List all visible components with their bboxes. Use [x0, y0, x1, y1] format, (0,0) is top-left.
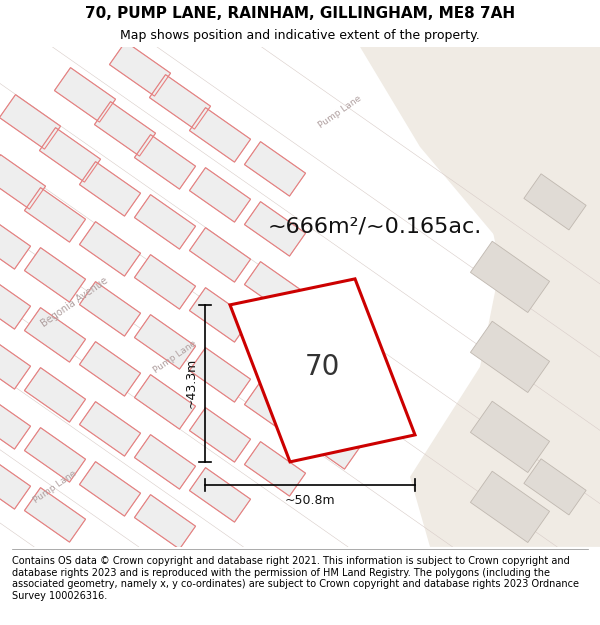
- Polygon shape: [190, 107, 251, 162]
- Polygon shape: [470, 241, 550, 312]
- Polygon shape: [0, 214, 31, 269]
- Polygon shape: [0, 94, 61, 149]
- Polygon shape: [360, 47, 600, 242]
- Polygon shape: [470, 401, 550, 472]
- Polygon shape: [244, 382, 305, 436]
- Text: Pump Lane: Pump Lane: [152, 339, 198, 375]
- Polygon shape: [299, 414, 361, 469]
- Polygon shape: [524, 459, 586, 515]
- Polygon shape: [25, 188, 86, 242]
- Polygon shape: [0, 454, 31, 509]
- Text: Contains OS data © Crown copyright and database right 2021. This information is : Contains OS data © Crown copyright and d…: [12, 556, 579, 601]
- Polygon shape: [134, 314, 196, 369]
- Polygon shape: [134, 194, 196, 249]
- Text: ~50.8m: ~50.8m: [284, 494, 335, 508]
- Polygon shape: [25, 428, 86, 482]
- Polygon shape: [79, 402, 140, 456]
- Polygon shape: [0, 394, 31, 449]
- Polygon shape: [244, 442, 305, 496]
- Polygon shape: [190, 408, 251, 462]
- Polygon shape: [0, 334, 31, 389]
- Polygon shape: [470, 471, 550, 542]
- Polygon shape: [25, 248, 86, 302]
- Polygon shape: [244, 202, 305, 256]
- Polygon shape: [40, 127, 101, 182]
- Polygon shape: [134, 494, 196, 549]
- Polygon shape: [0, 274, 31, 329]
- Polygon shape: [190, 168, 251, 222]
- Text: 70, PUMP LANE, RAINHAM, GILLINGHAM, ME8 7AH: 70, PUMP LANE, RAINHAM, GILLINGHAM, ME8 …: [85, 6, 515, 21]
- Polygon shape: [190, 468, 251, 522]
- Polygon shape: [25, 308, 86, 362]
- Polygon shape: [230, 279, 415, 462]
- Polygon shape: [134, 134, 196, 189]
- Polygon shape: [190, 288, 251, 342]
- Polygon shape: [55, 68, 116, 122]
- Polygon shape: [79, 162, 140, 216]
- Text: Pump Lane: Pump Lane: [317, 94, 363, 130]
- Polygon shape: [94, 102, 155, 156]
- Polygon shape: [79, 342, 140, 396]
- Text: ~666m²/~0.165ac.: ~666m²/~0.165ac.: [268, 217, 482, 237]
- Polygon shape: [299, 354, 361, 409]
- Text: Map shows position and indicative extent of the property.: Map shows position and indicative extent…: [120, 29, 480, 42]
- Polygon shape: [25, 368, 86, 422]
- Polygon shape: [79, 282, 140, 336]
- Polygon shape: [149, 74, 211, 129]
- Polygon shape: [134, 374, 196, 429]
- Polygon shape: [134, 434, 196, 489]
- Polygon shape: [109, 42, 170, 96]
- Polygon shape: [130, 47, 600, 547]
- Polygon shape: [524, 174, 586, 230]
- Polygon shape: [79, 222, 140, 276]
- Polygon shape: [410, 162, 600, 547]
- Polygon shape: [244, 262, 305, 316]
- Polygon shape: [0, 154, 46, 209]
- Text: Begonia Avenue: Begonia Avenue: [40, 275, 110, 329]
- Polygon shape: [470, 321, 550, 392]
- Text: ~43.3m: ~43.3m: [185, 358, 197, 409]
- Text: Pump Lane: Pump Lane: [32, 469, 78, 505]
- Polygon shape: [25, 488, 86, 542]
- Polygon shape: [190, 348, 251, 402]
- Polygon shape: [134, 254, 196, 309]
- Text: 70: 70: [304, 353, 340, 381]
- Polygon shape: [79, 462, 140, 516]
- Polygon shape: [244, 142, 305, 196]
- Polygon shape: [244, 322, 305, 376]
- Polygon shape: [190, 228, 251, 282]
